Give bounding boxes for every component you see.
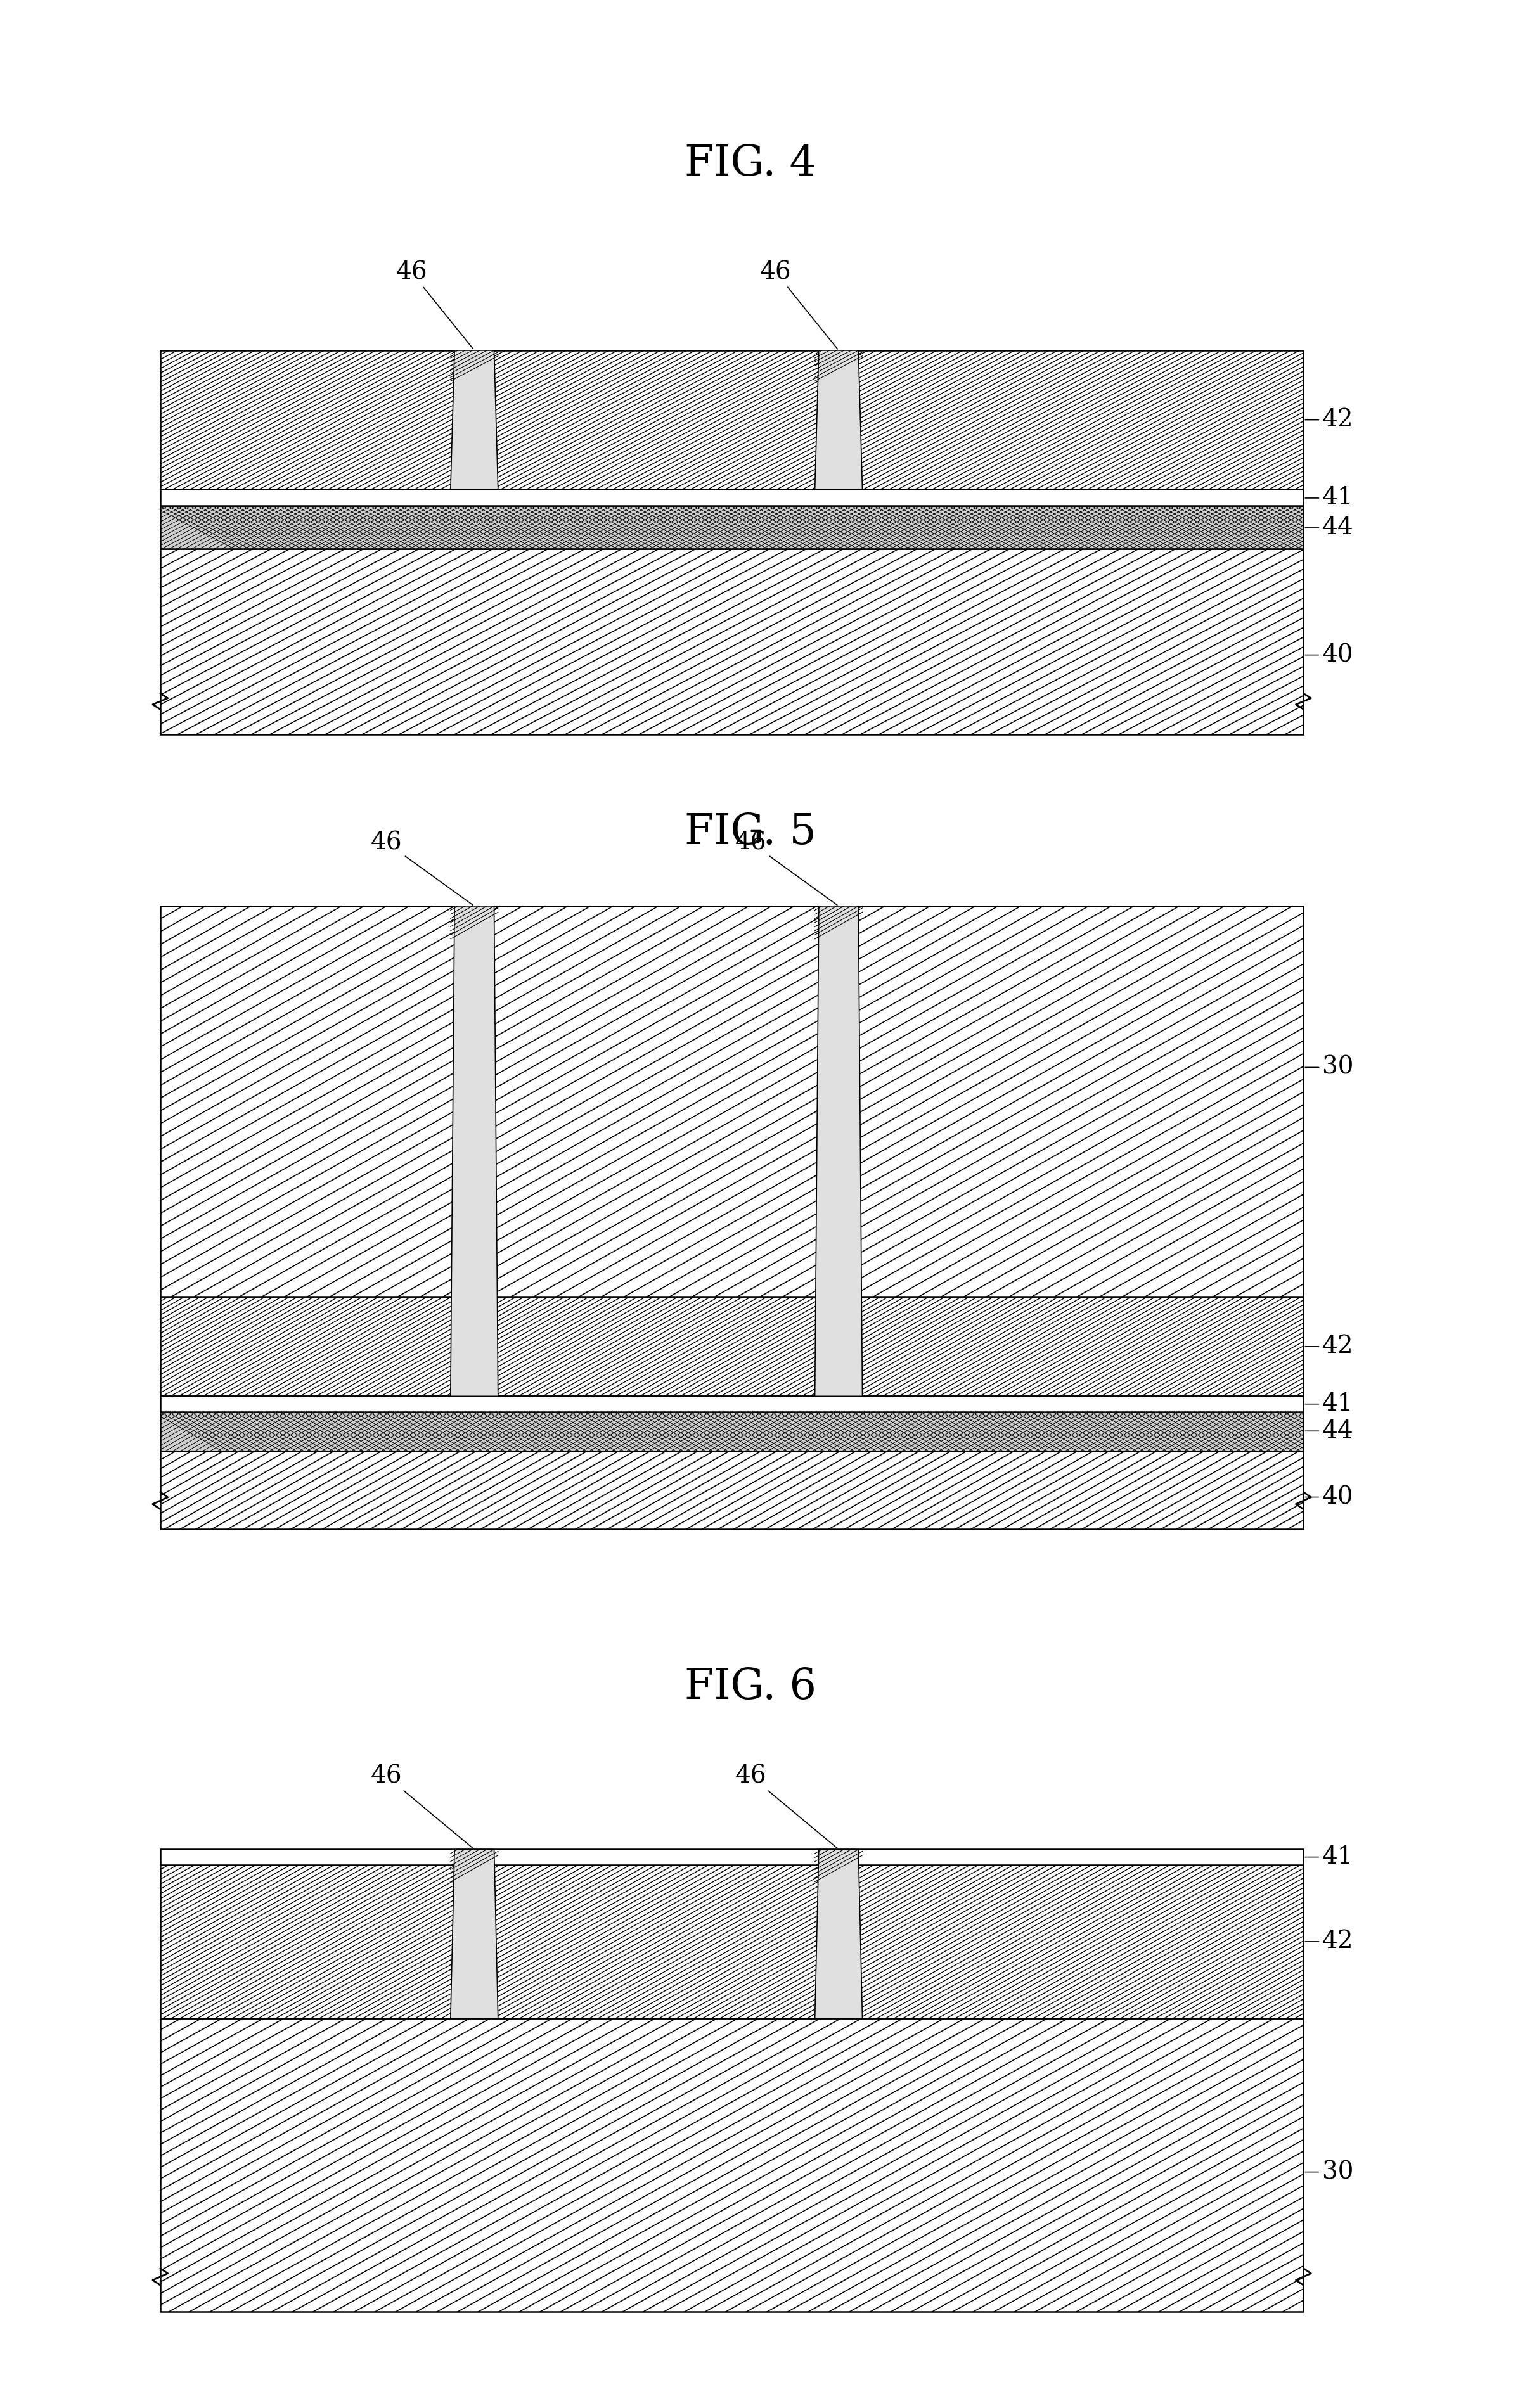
Text: 44: 44 bbox=[1305, 1418, 1354, 1442]
Bar bbox=[161, 489, 1304, 506]
Bar bbox=[161, 1397, 1304, 1411]
Polygon shape bbox=[450, 352, 498, 489]
Text: FIG. 4: FIG. 4 bbox=[685, 142, 817, 185]
Text: 40: 40 bbox=[1305, 643, 1354, 667]
Text: 46: 46 bbox=[735, 1765, 838, 1849]
Text: 30: 30 bbox=[1305, 2160, 1354, 2184]
Bar bbox=[161, 1849, 1304, 1864]
Bar bbox=[161, 1452, 1304, 1529]
Bar bbox=[161, 905, 1304, 1298]
Text: 42: 42 bbox=[1305, 1929, 1354, 1953]
Bar bbox=[161, 506, 1304, 549]
Polygon shape bbox=[815, 352, 863, 489]
Polygon shape bbox=[450, 1849, 498, 2018]
Bar bbox=[161, 549, 1304, 734]
Text: 42: 42 bbox=[1305, 1334, 1354, 1358]
Polygon shape bbox=[450, 905, 498, 1397]
Text: 40: 40 bbox=[1305, 1486, 1354, 1510]
Bar bbox=[161, 2018, 1304, 2312]
Polygon shape bbox=[815, 905, 863, 1397]
Text: 30: 30 bbox=[1305, 1055, 1354, 1079]
Bar bbox=[161, 1298, 1304, 1397]
Bar bbox=[161, 349, 1304, 489]
Text: FIG. 5: FIG. 5 bbox=[685, 811, 817, 852]
Text: 44: 44 bbox=[1305, 515, 1354, 539]
Text: 46: 46 bbox=[735, 831, 836, 905]
Text: FIG. 6: FIG. 6 bbox=[685, 1666, 817, 1707]
Bar bbox=[161, 1864, 1304, 2018]
Bar bbox=[161, 1411, 1304, 1452]
Text: 41: 41 bbox=[1305, 1392, 1354, 1416]
Text: 42: 42 bbox=[1305, 409, 1354, 431]
Polygon shape bbox=[815, 1849, 863, 2018]
Text: 41: 41 bbox=[1305, 486, 1354, 510]
Text: 46: 46 bbox=[371, 1765, 473, 1849]
Text: 46: 46 bbox=[371, 831, 473, 905]
Text: 46: 46 bbox=[395, 260, 473, 349]
Text: 41: 41 bbox=[1305, 1845, 1354, 1869]
Text: 46: 46 bbox=[760, 260, 838, 349]
